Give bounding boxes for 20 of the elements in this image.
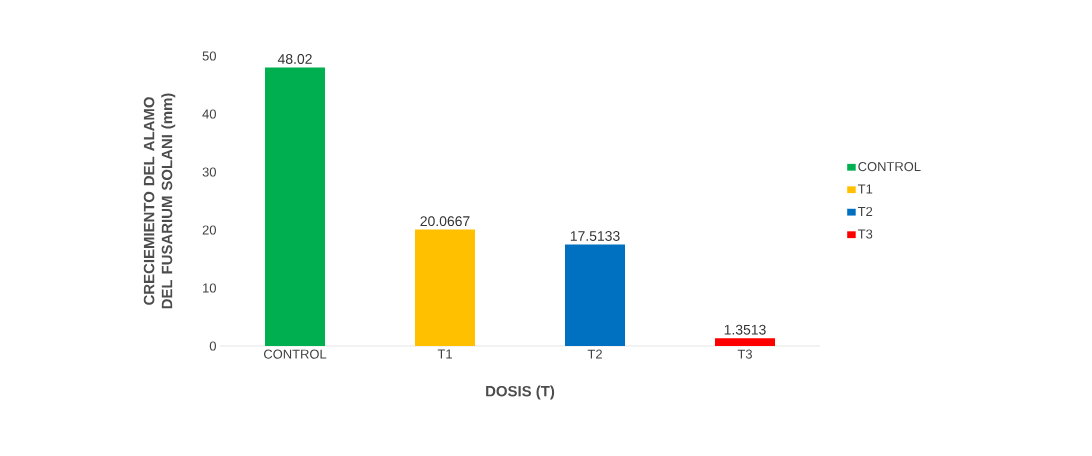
y-axis-title: CRECIEMIENTO DEL ALAMO DEL FUSARIUM SOLANI (mm) bbox=[143, 93, 176, 309]
y-tick-label: 20 bbox=[202, 225, 216, 235]
x-tick-label: T2 bbox=[587, 349, 602, 359]
x-tick-label: T1 bbox=[437, 349, 452, 359]
legend-label: T2 bbox=[857, 206, 873, 216]
x-tick-label: T3 bbox=[737, 349, 752, 359]
data-label: 48.02 bbox=[277, 54, 312, 64]
x-tick-label: CONTROL bbox=[264, 349, 327, 359]
y-tick-label: 50 bbox=[202, 51, 216, 61]
data-label: 17.5133 bbox=[570, 231, 620, 241]
y-tick-label: 30 bbox=[202, 167, 216, 177]
legend-label: T1 bbox=[857, 184, 873, 194]
data-label: 20.0667 bbox=[420, 216, 470, 227]
y-tick-label: 0 bbox=[209, 341, 216, 351]
legend-label: T3 bbox=[857, 229, 873, 239]
y-tick-label: 40 bbox=[202, 109, 216, 119]
data-label: 1.3513 bbox=[724, 324, 766, 335]
legend-label: CONTROL bbox=[858, 162, 921, 172]
y-tick-label: 10 bbox=[203, 283, 216, 293]
x-axis-title: DOSIS (T) bbox=[486, 385, 555, 400]
